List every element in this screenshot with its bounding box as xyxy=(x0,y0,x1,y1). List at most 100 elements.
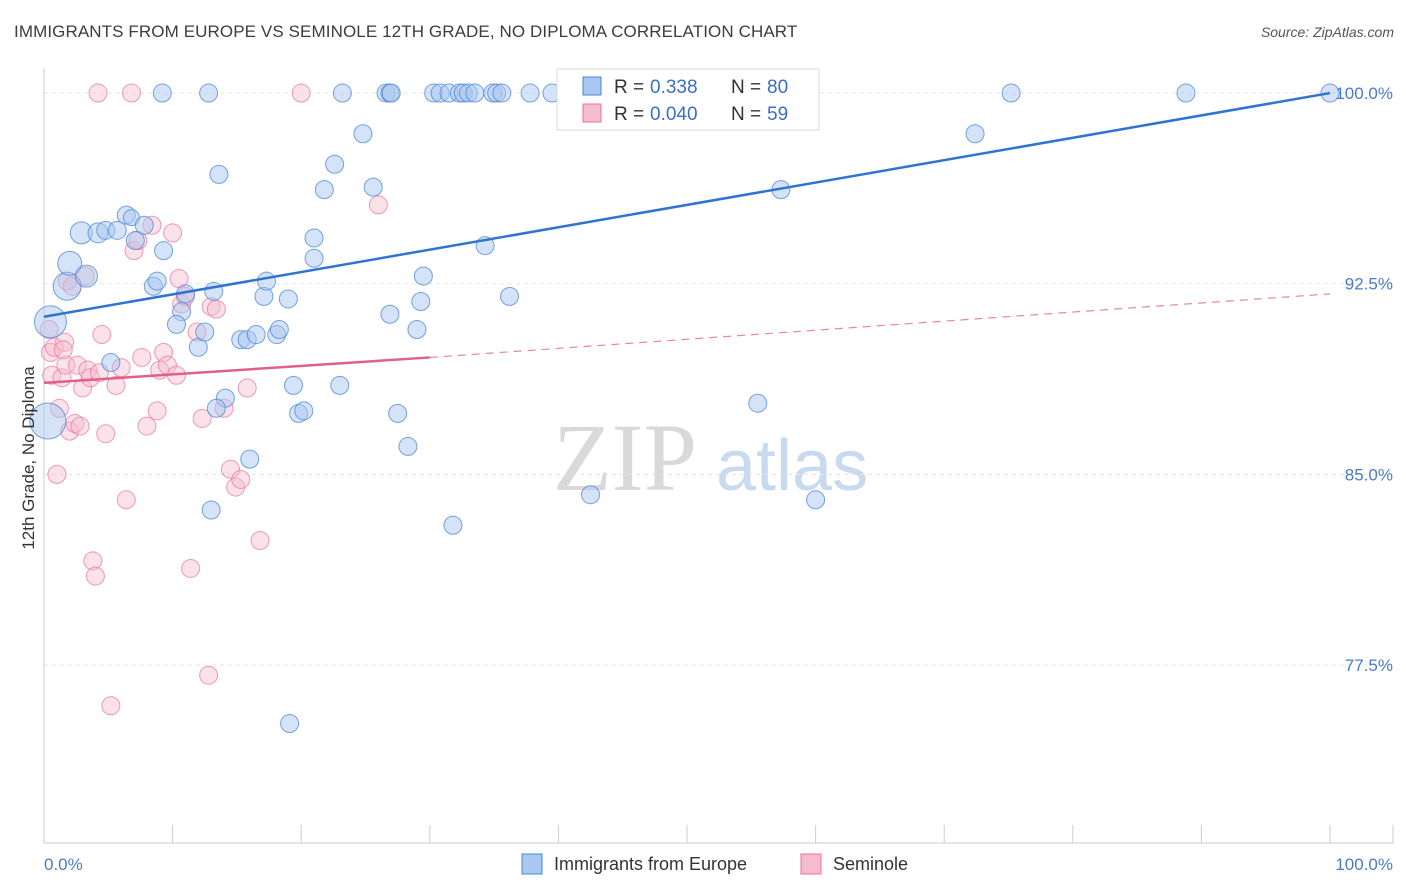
europe-point xyxy=(581,485,601,505)
stats-blue-r-value: 0.338 xyxy=(650,77,698,98)
seminole-point xyxy=(101,696,121,716)
trend-lines xyxy=(43,91,1331,385)
europe-point xyxy=(256,271,276,291)
europe-point xyxy=(363,177,383,197)
europe-point xyxy=(240,449,260,469)
europe-point xyxy=(1001,83,1021,103)
stats-pink-swatch xyxy=(582,103,602,123)
europe-point xyxy=(806,490,826,510)
europe-point xyxy=(304,228,324,248)
europe-point xyxy=(325,154,345,174)
watermark-atlas: atlas xyxy=(716,426,868,506)
seminole-point xyxy=(80,368,100,388)
europe-point xyxy=(283,375,303,395)
europe-point xyxy=(330,375,350,395)
seminole-point xyxy=(147,401,167,421)
europe-trend-line xyxy=(43,91,1331,318)
y-axis-label: 12th Grade, No Diploma xyxy=(19,366,38,550)
y-tick-label: 85.0% xyxy=(1345,465,1393,484)
seminole-point xyxy=(70,416,90,436)
europe-point xyxy=(269,319,289,339)
europe-point xyxy=(314,180,334,200)
seminole-point xyxy=(137,416,157,436)
europe-point xyxy=(407,319,427,339)
europe-point xyxy=(398,436,418,456)
seminole-point xyxy=(163,223,183,243)
seminole-point xyxy=(154,342,174,362)
seminole-point xyxy=(55,332,75,352)
seminole-point xyxy=(96,424,116,444)
europe-point xyxy=(195,322,215,342)
y-tick-labels: 100.0% 92.5% 85.0% 77.5% xyxy=(1335,84,1393,675)
seminole-point xyxy=(56,355,76,375)
seminole-point xyxy=(231,469,251,489)
x-tick-label-min: 0.0% xyxy=(44,855,83,874)
europe-point xyxy=(209,164,229,184)
seminole-point xyxy=(73,378,93,398)
seminole-point xyxy=(106,375,126,395)
seminole-point xyxy=(181,558,201,578)
seminole-point xyxy=(250,530,270,550)
y-tick-label: 77.5% xyxy=(1345,656,1393,675)
europe-points xyxy=(29,83,1340,734)
europe-point xyxy=(748,393,768,413)
chart-title: IMMIGRANTS FROM EUROPE VS SEMINOLE 12TH … xyxy=(14,22,798,41)
europe-point xyxy=(57,250,83,276)
stats-pink-n-label: N = xyxy=(731,104,761,125)
europe-point xyxy=(33,305,67,339)
seminole-point xyxy=(291,83,311,103)
europe-point xyxy=(166,314,186,334)
europe-point xyxy=(201,500,221,520)
europe-point xyxy=(199,83,219,103)
seminole-point xyxy=(88,83,108,103)
europe-point xyxy=(107,220,127,240)
stats-blue-n-value: 80 xyxy=(767,77,788,98)
stats-pink-r-label: R = xyxy=(614,104,644,125)
europe-point xyxy=(134,215,154,235)
europe-point xyxy=(152,83,172,103)
legend: Immigrants from Europe Seminole xyxy=(521,853,908,875)
x-tick-label-max: 100.0% xyxy=(1335,855,1393,874)
europe-point xyxy=(125,230,145,250)
seminole-point xyxy=(206,299,226,319)
seminole-point xyxy=(368,195,388,215)
europe-point xyxy=(380,304,400,324)
seminole-point xyxy=(67,355,87,375)
y-tick-label: 92.5% xyxy=(1345,275,1393,294)
stats-pink-r-value: 0.040 xyxy=(650,104,698,125)
watermark-zip: ZIP xyxy=(553,404,697,511)
europe-point xyxy=(500,286,520,306)
seminole-trend-line xyxy=(43,356,430,385)
europe-point xyxy=(147,271,167,291)
stats-pink-n-value: 59 xyxy=(767,104,788,125)
europe-point xyxy=(492,83,512,103)
europe-point xyxy=(294,401,314,421)
europe-point xyxy=(29,402,67,440)
legend-pink-swatch xyxy=(800,853,822,875)
europe-point xyxy=(246,325,266,345)
europe-point xyxy=(1176,83,1196,103)
europe-point xyxy=(101,353,121,373)
europe-point xyxy=(411,292,431,312)
source-label: Source: ZipAtlas.com xyxy=(1260,24,1394,40)
europe-point xyxy=(74,264,98,288)
legend-blue-swatch xyxy=(521,853,543,875)
seminole-point xyxy=(192,408,212,428)
europe-point xyxy=(413,266,433,286)
europe-point xyxy=(443,515,463,535)
stats-blue-n-label: N = xyxy=(731,77,761,98)
seminole-trend-line-dashed xyxy=(429,293,1331,359)
europe-point xyxy=(154,241,174,261)
legend-pink-label: Seminole xyxy=(833,854,908,874)
y-tick-label: 100.0% xyxy=(1335,84,1393,103)
stats-blue-r-label: R = xyxy=(614,77,644,98)
europe-point xyxy=(278,289,298,309)
europe-point xyxy=(353,124,373,144)
europe-point xyxy=(388,403,408,423)
europe-point xyxy=(381,83,401,103)
stats-box: R = 0.338 N = 80 R = 0.040 N = 59 xyxy=(556,68,820,131)
seminole-point xyxy=(53,340,73,360)
europe-point xyxy=(280,714,300,734)
seminole-point xyxy=(83,551,103,571)
europe-point xyxy=(304,248,324,268)
